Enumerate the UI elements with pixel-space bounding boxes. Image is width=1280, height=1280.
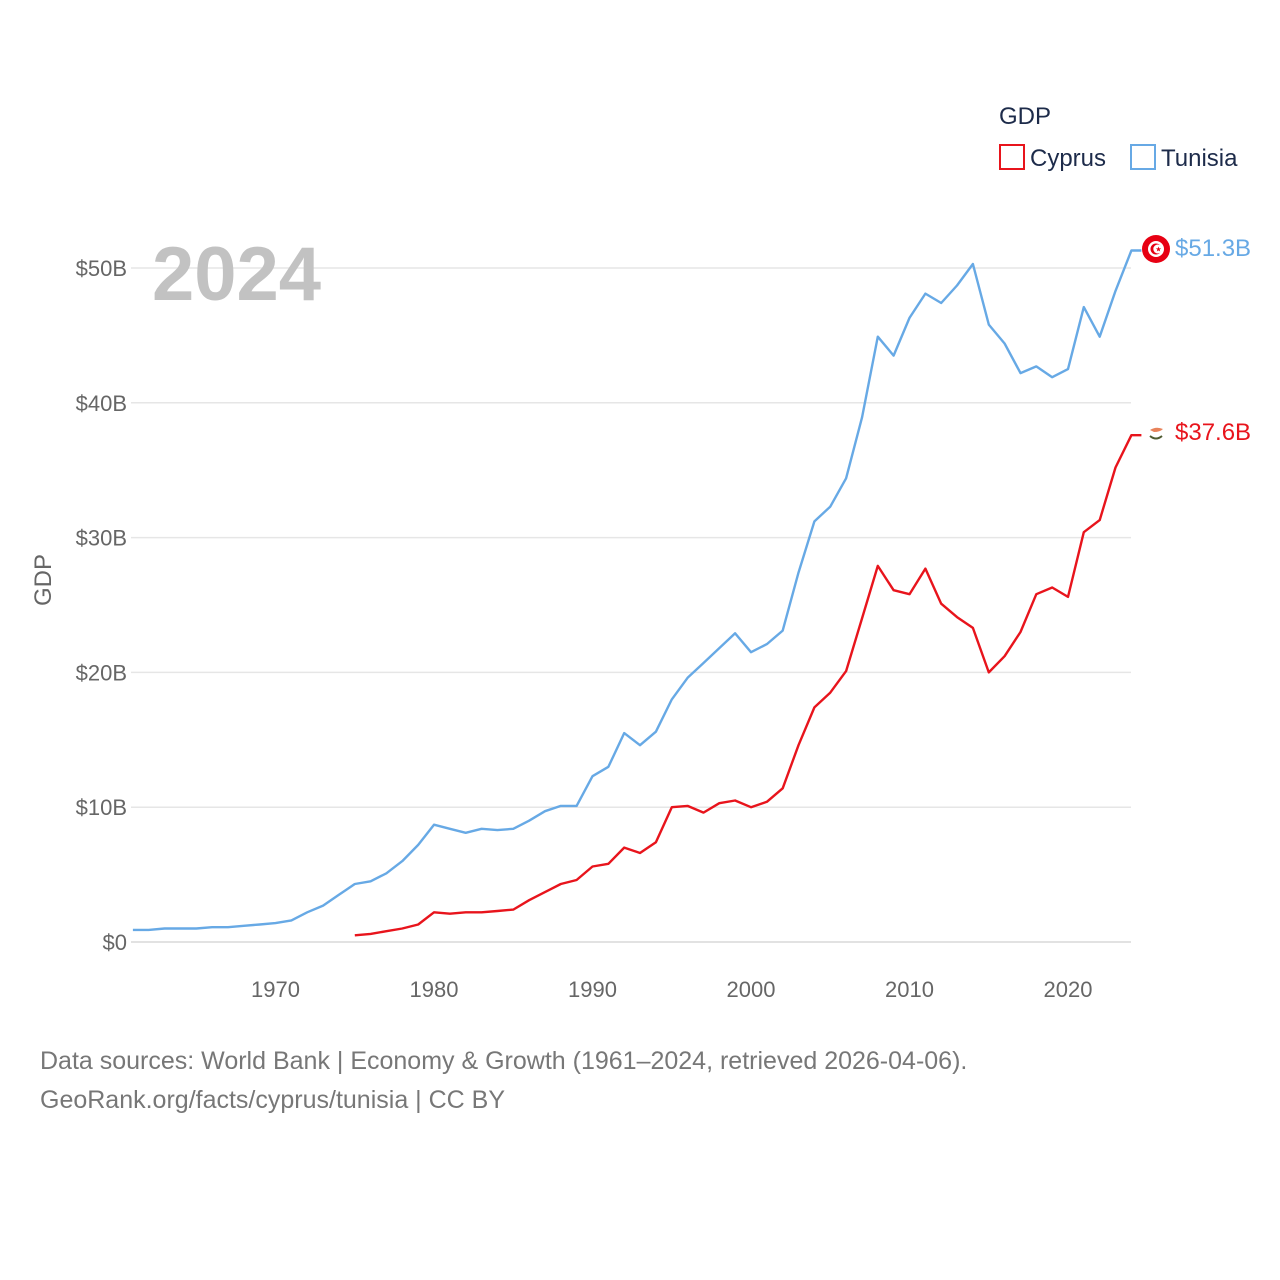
- end-label-tunisia: $51.3B: [1175, 235, 1251, 262]
- x-tick-label: 1970: [251, 977, 300, 1002]
- y-tick-label: $30B: [76, 526, 127, 551]
- y-tick-label: $50B: [76, 256, 127, 281]
- x-tick-label: 2010: [885, 977, 934, 1002]
- cyprus-flag-icon: [1147, 424, 1165, 442]
- y-tick-label: $0: [103, 930, 127, 955]
- grid: [131, 267, 1131, 943]
- y-tick-label: $40B: [76, 391, 127, 416]
- y-tick-label: $10B: [76, 795, 127, 820]
- year-label: 2024: [152, 232, 321, 317]
- x-tick-label: 1990: [568, 977, 617, 1002]
- legend-label-tunisia: Tunisia: [1161, 145, 1238, 172]
- footer: Data sources: World Bank | Economy & Gro…: [40, 1042, 967, 1120]
- x-tick-label: 1980: [410, 977, 459, 1002]
- legend-label-cyprus: Cyprus: [1030, 145, 1106, 172]
- x-axis-ticks: 1970 1980 1990 2000 2010 2020: [251, 977, 1092, 1002]
- x-tick-label: 2000: [727, 977, 776, 1002]
- y-axis-label: GDP: [30, 554, 57, 606]
- series-layer: [132, 249, 1142, 937]
- series-line-cyprus[interactable]: [354, 434, 1142, 937]
- y-tick-label: $20B: [76, 660, 127, 685]
- data-sources-text: Data sources: World Bank | Economy & Gro…: [40, 1047, 968, 1075]
- tunisia-flag-icon: [1142, 235, 1170, 263]
- legend: GDP Cyprus Tunisia: [999, 103, 1238, 172]
- legend-swatch-cyprus: [999, 144, 1025, 170]
- series-line-tunisia[interactable]: [132, 249, 1142, 932]
- source-link[interactable]: GeoRank.org/facts/cyprus/tunisia | CC BY: [40, 1086, 506, 1114]
- end-label-cyprus: $37.6B: [1175, 419, 1251, 446]
- legend-item-cyprus[interactable]: Cyprus: [999, 144, 1106, 172]
- legend-item-tunisia[interactable]: Tunisia: [1130, 144, 1238, 172]
- legend-title: GDP: [999, 103, 1051, 130]
- gdp-line-chart: $0 $10B $20B $30B $40B $50B 1970 1980 1990 2000 2…: [30, 103, 1251, 1002]
- x-tick-label: 2020: [1044, 977, 1093, 1002]
- y-axis-ticks: $0 $10B $20B $30B $40B $50B: [76, 256, 127, 955]
- legend-swatch-tunisia: [1130, 144, 1156, 170]
